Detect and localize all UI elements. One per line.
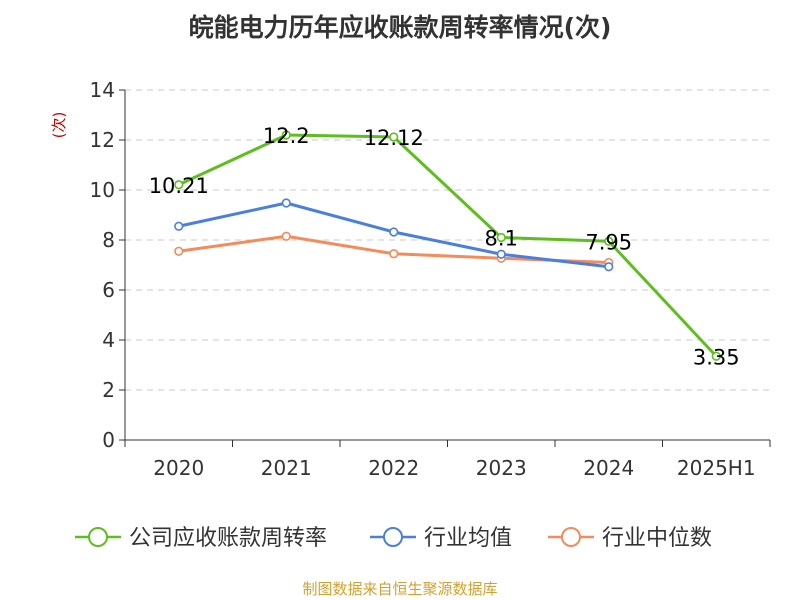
- data-point[interactable]: [711, 351, 721, 361]
- data-label: 8.1: [485, 227, 518, 251]
- x-tick-label: 2022: [368, 456, 419, 480]
- data-point[interactable]: [496, 249, 506, 259]
- data-labels: 10.21 12.2 12.12 8.1 7.95 3.35: [149, 124, 740, 369]
- y-tick-label: 12: [90, 128, 115, 152]
- data-point[interactable]: [389, 227, 399, 237]
- data-point[interactable]: [281, 231, 291, 241]
- x-tick-label: 2023: [476, 456, 527, 480]
- y-tick-label: 6: [102, 278, 115, 302]
- y-tick-label: 2: [102, 378, 115, 402]
- data-point[interactable]: [389, 249, 399, 259]
- y-tick-label: 4: [102, 328, 115, 352]
- data-point[interactable]: [389, 132, 399, 142]
- x-tick-label: 2020: [153, 456, 204, 480]
- data-point[interactable]: [281, 130, 291, 140]
- data-label: 12.2: [263, 124, 310, 148]
- data-point[interactable]: [174, 221, 184, 231]
- source-note: 制图数据来自恒生聚源数据库: [302, 580, 498, 598]
- y-tick-label: 0: [102, 428, 115, 452]
- legend[interactable]: 公司应收账款周转率 行业均值 行业中位数: [75, 526, 712, 551]
- x-tick-label: 2024: [583, 456, 634, 480]
- data-label: 10.21: [149, 174, 209, 198]
- legend-marker[interactable]: [561, 527, 581, 547]
- data-point[interactable]: [174, 246, 184, 256]
- data-point[interactable]: [496, 232, 506, 243]
- data-label: 12.12: [364, 126, 424, 150]
- y-tick-label: 14: [90, 78, 115, 102]
- series-lines: [174, 130, 721, 361]
- x-tick-label: 2025H1: [677, 456, 756, 480]
- legend-label[interactable]: 行业中位数: [602, 526, 712, 551]
- legend-label[interactable]: 公司应收账款周转率: [129, 526, 327, 551]
- data-label: 3.35: [693, 345, 740, 369]
- data-point[interactable]: [604, 262, 614, 272]
- series-line: [178, 133, 718, 358]
- legend-marker[interactable]: [383, 527, 403, 547]
- legend-marker[interactable]: [88, 527, 108, 547]
- y-tick-label: 10: [90, 178, 115, 202]
- data-label: 7.95: [585, 230, 632, 254]
- axes: 0 2 4 6 8 10 12 14 2020 2021 2022 2023 2024 2025H1 (次): [50, 78, 771, 480]
- data-point[interactable]: [281, 198, 291, 208]
- y-tick-label: 8: [102, 228, 115, 252]
- chart-title: 皖能电力历年应收账款周转率情况(次): [188, 13, 612, 42]
- legend-label[interactable]: 行业均值: [424, 526, 512, 551]
- data-point[interactable]: [174, 180, 184, 190]
- y-axis-label: (次): [50, 112, 68, 139]
- data-point[interactable]: [604, 236, 614, 246]
- x-tick-label: 2021: [261, 456, 312, 480]
- grid-lines: [125, 89, 770, 391]
